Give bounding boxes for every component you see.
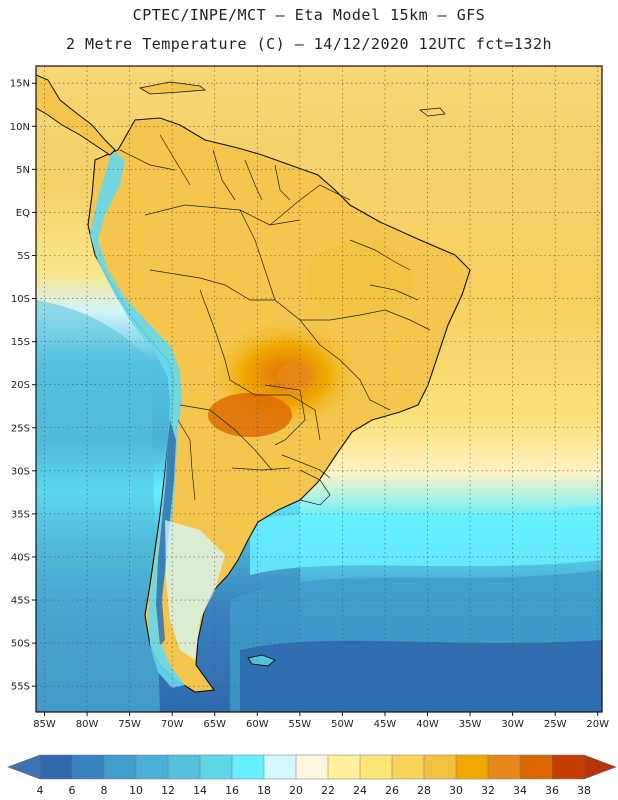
lat-tick-label: 15S xyxy=(11,337,30,348)
colorbar-high-arrow xyxy=(583,754,617,780)
colorbar-label: 36 xyxy=(545,784,559,797)
lon-tick-label: 40W xyxy=(416,719,439,730)
patagonia-cool xyxy=(165,520,225,660)
colorbar-label: 6 xyxy=(69,784,76,797)
colorbar-swatch xyxy=(359,754,393,780)
central-america-land xyxy=(36,74,116,156)
colorbar-label: 34 xyxy=(513,784,527,797)
pacific-cool-band xyxy=(36,300,160,712)
colorbar-label: 28 xyxy=(417,784,431,797)
lat-tick-label: 10S xyxy=(11,294,30,305)
colorbar-swatch xyxy=(455,754,489,780)
colorbar-label: 24 xyxy=(353,784,367,797)
latitude-axis: 15N 10N 5N EQ 5S 10S 15S 20S 25S 30S 35S 40S 45S 50S 5… xyxy=(10,79,36,693)
colorbar: 4 6 8 10 12 14 16 18 20 22 24 26 28 30 32 34 36 38 xyxy=(7,754,617,797)
caribbean-islands xyxy=(138,81,207,95)
colorbar-swatch xyxy=(135,754,169,780)
lon-tick-label: 35W xyxy=(459,719,482,730)
lon-tick-label: 65W xyxy=(203,719,226,730)
lat-tick-label: 25S xyxy=(11,423,30,434)
pantanal-hot-spot xyxy=(277,363,313,387)
colorbar-label: 16 xyxy=(225,784,239,797)
lat-tick-label: 10N xyxy=(10,122,30,133)
colorbar-label: 30 xyxy=(449,784,463,797)
colorbar-swatch xyxy=(487,754,521,780)
lon-tick-label: 80W xyxy=(76,719,99,730)
colorbar-label: 22 xyxy=(321,784,335,797)
colorbar-label: 10 xyxy=(129,784,143,797)
lon-tick-label: 70W xyxy=(161,719,184,730)
longitude-axis: 85W 80W 75W 70W 65W 60W 55W 50W 45W 40W 35W 30W 25W 2… xyxy=(33,712,609,730)
lon-tick-label: 45W xyxy=(374,719,397,730)
colorbar-swatch xyxy=(231,754,265,780)
colorbar-swatch xyxy=(519,754,553,780)
lon-tick-label: 55W xyxy=(289,719,312,730)
lat-tick-label: 35S xyxy=(11,509,30,520)
lat-tick-label: 30S xyxy=(11,466,30,477)
colorbar-label: 32 xyxy=(481,784,495,797)
lon-tick-label: 25W xyxy=(544,719,567,730)
lon-tick-label: 50W xyxy=(331,719,354,730)
colorbar-swatch xyxy=(263,754,297,780)
lon-tick-label: 85W xyxy=(33,719,56,730)
colorbar-swatch xyxy=(71,754,105,780)
map-title-line2: 2 Metre Temperature (C) — 14/12/2020 12U… xyxy=(65,35,553,53)
colorbar-low-arrow xyxy=(7,754,41,780)
colorbar-swatch xyxy=(551,754,585,780)
northeast-warm-area xyxy=(305,242,415,318)
country-borders xyxy=(119,134,431,506)
colorbar-label: 26 xyxy=(385,784,399,797)
lon-tick-label: 20W xyxy=(586,719,609,730)
colorbar-swatch xyxy=(295,754,329,780)
lat-tick-label: 20S xyxy=(11,380,30,391)
colorbar-swatch xyxy=(39,754,73,780)
colorbar-swatch xyxy=(423,754,457,780)
lat-tick-label: 50S xyxy=(11,639,30,650)
south-atlantic-cyan-band xyxy=(250,505,602,575)
south-atlantic-deep-band xyxy=(240,640,602,712)
lat-tick-label: 45S xyxy=(11,596,30,607)
lon-tick-label: 30W xyxy=(501,719,524,730)
falklands-islands xyxy=(247,654,276,667)
colorbar-label: 4 xyxy=(37,784,44,797)
colorbar-label: 20 xyxy=(289,784,303,797)
lat-tick-label: 5N xyxy=(16,165,30,176)
lat-tick-label: 40S xyxy=(11,552,30,563)
lon-tick-label: 60W xyxy=(246,719,269,730)
chaco-hot-spot xyxy=(208,393,292,437)
colorbar-label: 18 xyxy=(257,784,271,797)
colorbar-swatch xyxy=(199,754,233,780)
lat-tick-label: EQ xyxy=(16,208,30,219)
colorbar-label: 38 xyxy=(577,784,591,797)
colorbar-label: 14 xyxy=(193,784,207,797)
colorbar-label: 12 xyxy=(161,784,175,797)
colorbar-label: 8 xyxy=(101,784,108,797)
lat-tick-label: 55S xyxy=(11,682,30,693)
colorbar-swatch xyxy=(391,754,425,780)
colorbar-swatch xyxy=(103,754,137,780)
temperature-field xyxy=(36,66,602,712)
colorbar-swatch xyxy=(327,754,361,780)
lat-tick-label: 5S xyxy=(17,251,30,262)
island-outline xyxy=(419,107,446,117)
map-frame xyxy=(35,65,603,713)
lat-tick-label: 15N xyxy=(10,79,30,90)
map-title-line1: CPTEC/INPE/MCT — Eta Model 15km — GFS xyxy=(132,6,486,24)
colorbar-swatch xyxy=(167,754,201,780)
lon-tick-label: 75W xyxy=(118,719,141,730)
